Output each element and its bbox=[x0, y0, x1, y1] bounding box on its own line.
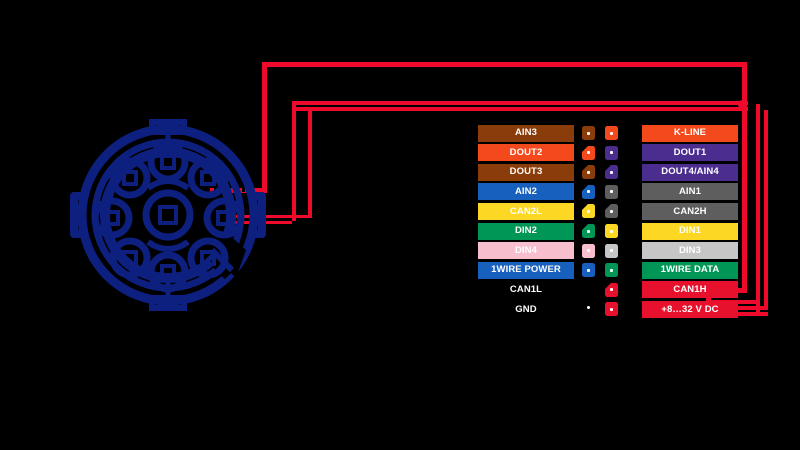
pin-socket-left[interactable] bbox=[582, 165, 595, 180]
pinout-row: AIN3 K-LINE bbox=[478, 124, 738, 142]
wire-top-horizontal bbox=[262, 62, 744, 67]
pinout-row: DOUT3 DOUT4/AIN4 bbox=[478, 163, 738, 181]
pin-notch bbox=[605, 165, 611, 172]
pin-socket-right[interactable] bbox=[605, 224, 618, 238]
pin-notch bbox=[582, 165, 588, 172]
wire-left-vertical-upper bbox=[262, 62, 267, 190]
pinout-row: 1WIRE POWER 1WIRE DATA bbox=[478, 261, 738, 279]
pin-socket-left[interactable] bbox=[582, 184, 595, 199]
pin-center-dot bbox=[610, 268, 613, 272]
pin-label-right[interactable]: DIN3 bbox=[642, 242, 738, 260]
pin-label-left[interactable]: CAN2L bbox=[478, 202, 574, 220]
pin-center-dot bbox=[587, 170, 590, 174]
pin-label-right[interactable]: CAN1H bbox=[642, 281, 738, 299]
pin-center-dot bbox=[610, 209, 613, 213]
pin-label-left[interactable]: AIN2 bbox=[478, 183, 574, 201]
pin-label-left[interactable]: DIN2 bbox=[478, 222, 574, 240]
pin-center-dot bbox=[610, 229, 613, 233]
pin-center-dot bbox=[610, 170, 613, 174]
pinout-row: GND +8…32 V DC bbox=[478, 300, 738, 318]
pin-label-right[interactable]: CAN2H bbox=[642, 202, 738, 220]
pin-notch bbox=[582, 145, 588, 152]
pin-center-dot bbox=[587, 229, 590, 233]
wire-second-vertical bbox=[292, 101, 296, 221]
pin-label-right[interactable]: +8…32 V DC bbox=[642, 300, 738, 318]
wire-second-vertical-b bbox=[308, 107, 312, 215]
wire-second-horizontal bbox=[292, 101, 748, 105]
pin-label-left[interactable]: GND bbox=[515, 303, 537, 315]
pin-center-dot bbox=[610, 249, 613, 253]
pin-label-left[interactable]: 1WIRE POWER bbox=[478, 261, 574, 279]
pin-socket-left[interactable] bbox=[582, 145, 595, 160]
pinout-row: DIN2 DIN1 bbox=[478, 222, 738, 240]
pin-center-dot bbox=[610, 190, 613, 194]
pin-socket-right[interactable] bbox=[605, 302, 618, 317]
pin-notch bbox=[582, 204, 588, 211]
pin-label-right[interactable]: K-LINE bbox=[642, 124, 738, 142]
pin-socket-right[interactable] bbox=[605, 126, 618, 140]
pin-center-dot bbox=[610, 288, 613, 292]
pin-marker-small bbox=[587, 306, 590, 310]
wire-right-vertical-outer bbox=[756, 104, 760, 312]
pin-socket-left[interactable] bbox=[582, 243, 595, 258]
pin-center-dot bbox=[587, 131, 590, 135]
wire-right-vertical-main bbox=[742, 62, 747, 292]
pin-center-dot bbox=[610, 131, 613, 135]
pin-notch bbox=[605, 282, 611, 289]
wire-to-connector-pin-b1 bbox=[228, 215, 312, 218]
pin-center-dot bbox=[587, 190, 590, 194]
pin-center-dot bbox=[587, 268, 590, 272]
pinout-row: CAN1L CAN1H bbox=[478, 281, 738, 299]
pinout-row: CAN2L CAN2H bbox=[478, 202, 738, 220]
pin-label-right[interactable]: DOUT4/AIN4 bbox=[642, 163, 738, 181]
round-connector-graphic bbox=[60, 100, 290, 330]
pin-socket-right[interactable] bbox=[605, 165, 618, 180]
pin-center-dot bbox=[610, 307, 613, 311]
pin-socket-left[interactable] bbox=[582, 204, 595, 219]
pin-socket-left[interactable] bbox=[582, 224, 595, 238]
pin-notch bbox=[605, 204, 611, 211]
pin-label-right[interactable]: AIN1 bbox=[642, 183, 738, 201]
wire-dashed-pin-a bbox=[210, 188, 256, 192]
pin-socket-right[interactable] bbox=[605, 282, 618, 297]
pin-notch bbox=[582, 184, 588, 191]
pin-center-dot bbox=[610, 151, 613, 155]
pin-socket-right[interactable] bbox=[605, 145, 618, 160]
wire-second-horizontal-b bbox=[292, 107, 748, 111]
pin-label-left[interactable]: DOUT2 bbox=[478, 144, 574, 162]
pin-label-left[interactable]: DOUT3 bbox=[478, 163, 574, 181]
pin-label-right[interactable]: DOUT1 bbox=[642, 144, 738, 162]
pin-socket-left[interactable] bbox=[582, 126, 595, 140]
pin-label-right[interactable]: 1WIRE DATA bbox=[642, 261, 738, 279]
pinout-row: DIN4 DIN3 bbox=[478, 242, 738, 260]
pin-socket-right[interactable] bbox=[605, 243, 618, 258]
pin-label-left[interactable]: DIN4 bbox=[478, 242, 574, 260]
pin-socket-right[interactable] bbox=[605, 204, 618, 219]
pinout-row: DOUT2 DOUT1 bbox=[478, 144, 738, 162]
pinout-table: AIN3 K-LINE DOUT2 DOUT1 DOUT3 DOUT4/AIN4 AIN2 A… bbox=[478, 124, 738, 322]
pin-center-dot bbox=[587, 249, 590, 253]
connector-svg bbox=[70, 119, 266, 311]
pin-label-left[interactable]: AIN3 bbox=[478, 124, 574, 142]
pin-center-dot bbox=[587, 209, 590, 213]
pin-label-right[interactable]: DIN1 bbox=[642, 222, 738, 240]
pin-center-dot bbox=[587, 151, 590, 155]
wire-junction-dot bbox=[738, 100, 747, 109]
pin-notch bbox=[582, 224, 588, 230]
pin-socket-left[interactable] bbox=[582, 263, 595, 278]
pinout-row: AIN2 AIN1 bbox=[478, 183, 738, 201]
pin-socket-right[interactable] bbox=[605, 263, 618, 278]
pin-socket-right[interactable] bbox=[605, 184, 618, 199]
pin-label-left[interactable]: CAN1L bbox=[509, 284, 543, 296]
wire-right-vertical-outer-b bbox=[764, 110, 768, 306]
